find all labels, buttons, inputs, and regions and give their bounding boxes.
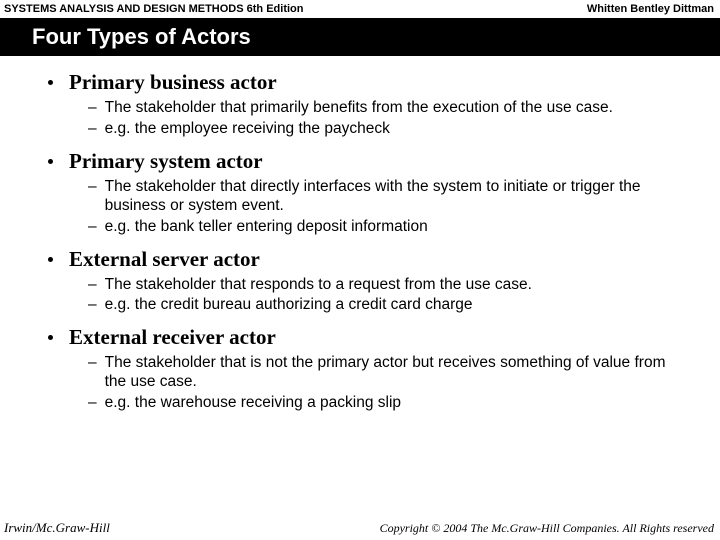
dash-icon: – (88, 99, 97, 118)
list-item: External server actor –The stakeholder t… (26, 247, 694, 316)
sub-text: The stakeholder that directly interfaces… (105, 178, 684, 216)
sub-list: –The stakeholder that primarily benefits… (88, 99, 684, 139)
heading-text: External server actor (69, 247, 260, 272)
list-item: Primary system actor –The stakeholder th… (26, 149, 694, 237)
heading-text: External receiver actor (69, 325, 276, 350)
sub-list: –The stakeholder that responds to a requ… (88, 276, 684, 316)
copyright: Copyright © 2004 The Mc.Graw-Hill Compan… (380, 521, 714, 536)
dash-icon: – (88, 296, 97, 315)
sub-text: The stakeholder that responds to a reque… (105, 276, 532, 295)
dash-icon: – (88, 178, 97, 216)
dash-icon: – (88, 394, 97, 413)
top-bar: SYSTEMS ANALYSIS AND DESIGN METHODS 6th … (0, 0, 720, 18)
bullet-icon (48, 335, 53, 340)
sub-text: e.g. the bank teller entering deposit in… (105, 218, 428, 237)
sub-item: –The stakeholder that is not the primary… (88, 354, 684, 392)
dash-icon: – (88, 276, 97, 295)
authors: Whitten Bentley Dittman (587, 3, 714, 15)
sub-item: –The stakeholder that responds to a requ… (88, 276, 684, 295)
sub-item: –The stakeholder that directly interface… (88, 178, 684, 216)
sub-list: –The stakeholder that is not the primary… (88, 354, 684, 413)
sub-item: –e.g. the bank teller entering deposit i… (88, 218, 684, 237)
bullet-icon (48, 80, 53, 85)
sub-item: –e.g. the credit bureau authorizing a cr… (88, 296, 684, 315)
slide-title: Four Types of Actors (0, 18, 720, 56)
item-heading: External server actor (48, 247, 694, 272)
dash-icon: – (88, 218, 97, 237)
bullet-icon (48, 257, 53, 262)
publisher: Irwin/Mc.Graw-Hill (4, 520, 110, 536)
bullet-icon (48, 159, 53, 164)
sub-text: e.g. the employee receiving the paycheck (105, 120, 390, 139)
item-heading: External receiver actor (48, 325, 694, 350)
book-title: SYSTEMS ANALYSIS AND DESIGN METHODS 6th … (4, 3, 303, 15)
heading-text: Primary system actor (69, 149, 263, 174)
sub-item: –e.g. the employee receiving the paychec… (88, 120, 684, 139)
sub-list: –The stakeholder that directly interface… (88, 178, 684, 237)
heading-text: Primary business actor (69, 70, 277, 95)
item-heading: Primary business actor (48, 70, 694, 95)
item-heading: Primary system actor (48, 149, 694, 174)
dash-icon: – (88, 120, 97, 139)
content-area: Primary business actor –The stakeholder … (0, 56, 720, 413)
sub-text: The stakeholder that primarily benefits … (105, 99, 613, 118)
footer: Irwin/Mc.Graw-Hill Copyright © 2004 The … (0, 520, 720, 536)
sub-item: –e.g. the warehouse receiving a packing … (88, 394, 684, 413)
list-item: Primary business actor –The stakeholder … (26, 70, 694, 139)
sub-item: –The stakeholder that primarily benefits… (88, 99, 684, 118)
sub-text: e.g. the credit bureau authorizing a cre… (105, 296, 473, 315)
sub-text: The stakeholder that is not the primary … (105, 354, 684, 392)
dash-icon: – (88, 354, 97, 392)
sub-text: e.g. the warehouse receiving a packing s… (105, 394, 401, 413)
list-item: External receiver actor –The stakeholder… (26, 325, 694, 413)
